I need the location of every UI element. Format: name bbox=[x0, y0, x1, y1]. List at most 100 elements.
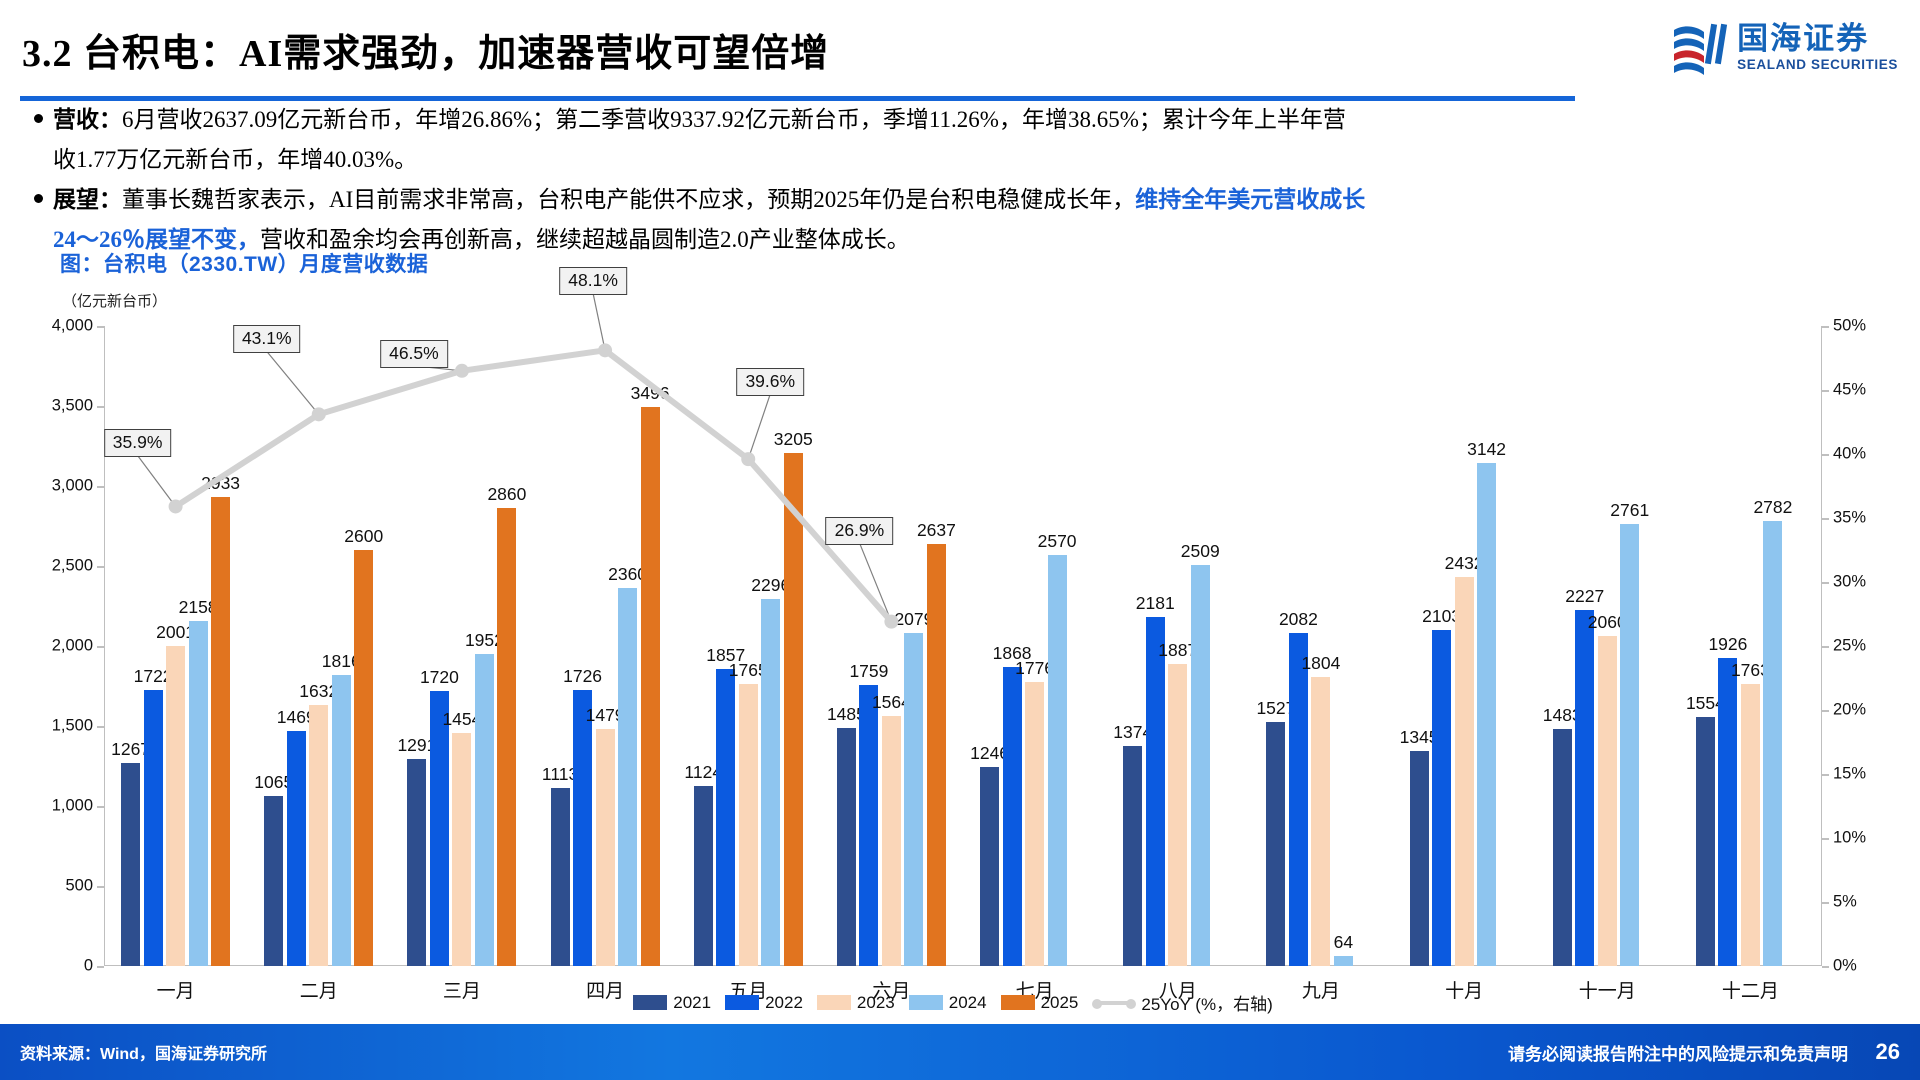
legend-label: 2021 bbox=[673, 992, 712, 1012]
y-axis-left-tickmark bbox=[97, 326, 104, 328]
chart-bar-value-label: 1454 bbox=[442, 709, 482, 730]
chart-bar: 2637 bbox=[917, 520, 956, 966]
y-axis-left-tickmark bbox=[97, 486, 104, 488]
chart-bar-value-label: 1726 bbox=[563, 665, 603, 686]
chart-bar-value-label: 2782 bbox=[1753, 496, 1793, 517]
legend-item[interactable]: 2024 bbox=[908, 992, 987, 1013]
sealand-logo-glyph bbox=[1674, 23, 1728, 75]
chart-bar-group: 1246 1868 1776 2570 七月 bbox=[963, 326, 1106, 1002]
chart-legend: 2021 2022 2023 2024 2025 25YoY (%，右轴) bbox=[24, 990, 1896, 1015]
chart-bar-group: 1065 1469 1632 1816 2600 二月 bbox=[247, 326, 390, 1002]
chart-bar: 1722 bbox=[134, 666, 173, 966]
chart-bar-value-label: 2082 bbox=[1278, 608, 1318, 629]
chart-bar-value-label: 2600 bbox=[344, 526, 384, 546]
chart-bar-group: 1113 1726 1479 2360 3496 四月 bbox=[534, 326, 677, 1002]
chart-bar: 1868 bbox=[993, 643, 1032, 966]
legend-item-yoy[interactable]: 25YoY (%，右轴) bbox=[1092, 990, 1273, 1015]
chart-bar: 1113 bbox=[542, 764, 578, 966]
chart-bar-value-label: 3142 bbox=[1467, 439, 1507, 460]
yoy-callout-label: 43.1% bbox=[232, 325, 301, 354]
y-axis-left-tick: 2,500 bbox=[51, 556, 93, 575]
legend-item[interactable]: 2022 bbox=[725, 993, 803, 1013]
x-axis-category-label: 一月 bbox=[156, 981, 195, 1002]
chart-bar: 2079 bbox=[894, 609, 933, 966]
chart-bar: 2060 bbox=[1588, 612, 1627, 966]
chart-bar: 2600 bbox=[344, 526, 383, 966]
chart-bar: 1759 bbox=[849, 661, 888, 966]
legend-swatch bbox=[908, 995, 943, 1010]
chart-bar: 1887 bbox=[1158, 640, 1197, 966]
chart-bar: 1469 bbox=[277, 707, 316, 966]
yoy-callout-label: 26.9% bbox=[825, 516, 894, 545]
chart-bar-value-label: 1374 bbox=[1113, 722, 1153, 743]
y-axis-right-tick: 50% bbox=[1833, 316, 1867, 335]
chart-bar: 2082 bbox=[1279, 609, 1318, 966]
chart-bar: 1926 bbox=[1708, 634, 1747, 966]
bullet-outlook: 展望：董事长魏哲家表示，AI目前需求非常高，台积电产能供不应求，预期2025年仍… bbox=[34, 180, 1894, 260]
y-axis-right-tick: 40% bbox=[1833, 444, 1867, 463]
chart-bar-value-label: 3205 bbox=[773, 429, 813, 450]
chart-bar-value-label: 2001 bbox=[156, 621, 196, 642]
chart-bar-value-label: 1765 bbox=[728, 659, 768, 680]
bullet-dot-icon bbox=[34, 194, 43, 203]
x-axis-category-label: 十一月 bbox=[1578, 981, 1636, 1002]
y-axis-left-tick: 3,500 bbox=[51, 396, 93, 415]
y-axis-left-tick: 0 bbox=[83, 956, 93, 975]
legend-swatch bbox=[1000, 995, 1035, 1010]
chart-bar-value-label: 1485 bbox=[826, 704, 866, 725]
chart-bar-value-label: 2060 bbox=[1587, 612, 1627, 633]
chart-bar: 1765 bbox=[729, 660, 768, 966]
bullet-revenue: 营收：6月营收2637.09亿元新台币，年增26.86%；第二季营收9337.9… bbox=[34, 100, 1894, 180]
x-axis-category-label: 六月 bbox=[872, 981, 911, 1002]
y-axis-left-tickmark bbox=[97, 406, 104, 408]
chart-bar: 1763 bbox=[1731, 660, 1770, 966]
chart-bar-value-label: 3496 bbox=[630, 382, 670, 403]
chart-bar: 1479 bbox=[586, 705, 625, 966]
chart-bar: 2360 bbox=[608, 564, 647, 966]
chart-bar: 3205 bbox=[774, 429, 813, 966]
chart-bar: 1374 bbox=[1113, 722, 1152, 966]
x-axis-category-label: 十月 bbox=[1445, 981, 1484, 1002]
chart-bar-value-label: 2637 bbox=[916, 520, 956, 541]
chart-bar: 2181 bbox=[1136, 593, 1175, 966]
legend-item[interactable]: 2025 bbox=[1000, 993, 1078, 1013]
yoy-callout-label: 46.5% bbox=[380, 339, 448, 368]
legend-item[interactable]: 2021 bbox=[633, 993, 711, 1013]
yoy-callout-label: 48.1% bbox=[559, 267, 627, 296]
chart-bar: 2103 bbox=[1422, 606, 1461, 966]
chart-bar: 2158 bbox=[179, 597, 218, 966]
x-axis-category-label: 九月 bbox=[1301, 981, 1340, 1002]
bullet-outlook-line2: 24～26％展望不变，营收和盈余均会再创新高，继续超越晶圆制造2.0产业整体成长… bbox=[53, 220, 1894, 260]
x-axis-category-label: 十二月 bbox=[1721, 981, 1779, 1002]
company-logo: 国海证券 SEALAND SECURITIES bbox=[1670, 20, 1898, 76]
legend-label: 2022 bbox=[765, 992, 803, 1012]
chart-bar-group: 1291 1720 1454 1952 2860 三月 bbox=[390, 326, 533, 1002]
chart-bar-group: 1124 1857 1765 2296 3205 五月 bbox=[677, 326, 820, 1002]
logo-text: 国海证券 SEALAND SECURITIES bbox=[1737, 23, 1898, 73]
chart-bar: 2860 bbox=[487, 484, 526, 966]
y-axis-right-tickmark bbox=[1822, 838, 1829, 840]
chart-bar: 1726 bbox=[563, 666, 602, 966]
chart-bar: 2001 bbox=[156, 622, 195, 966]
y-axis-right-tickmark bbox=[1822, 326, 1829, 328]
chart-bar-value-label: 1816 bbox=[321, 651, 361, 672]
y-axis-right-tick: 10% bbox=[1833, 828, 1867, 847]
y-axis-right-tickmark bbox=[1822, 710, 1829, 712]
y-axis-left-tickmark bbox=[97, 886, 104, 888]
logo-name-en: SEALAND SECURITIES bbox=[1737, 56, 1898, 72]
chart-bar-value-label: 1926 bbox=[1708, 633, 1748, 654]
y-axis-left-tick: 4,000 bbox=[51, 316, 93, 335]
yoy-callout-label: 35.9% bbox=[103, 429, 172, 458]
legend-label: 2024 bbox=[948, 992, 987, 1012]
chart-bar-value-label: 1479 bbox=[585, 705, 625, 726]
y-axis-right-tickmark bbox=[1822, 774, 1829, 776]
legend-line-marker-icon bbox=[1092, 995, 1137, 1010]
bullet-outlook-line1-highlight: 维持全年美元营收成长 bbox=[1135, 187, 1366, 212]
x-axis-category-label: 八月 bbox=[1158, 981, 1197, 1002]
page-footer: 资料来源：Wind，国海证券研究所 请务必阅读报告附注中的风险提示和免责声明 2… bbox=[0, 1024, 1920, 1080]
legend-item[interactable]: 2023 bbox=[816, 993, 895, 1013]
bullet-revenue-line2: 收1.77万亿元新台币，年增40.03%。 bbox=[53, 147, 418, 172]
bullet-outlook-line2-highlight: 24～26％展望不变， bbox=[53, 227, 260, 252]
bullet-dot-icon bbox=[34, 114, 43, 123]
footer-disclaimer: 请务必阅读报告附注中的风险提示和免责声明 bbox=[1508, 1044, 1848, 1064]
